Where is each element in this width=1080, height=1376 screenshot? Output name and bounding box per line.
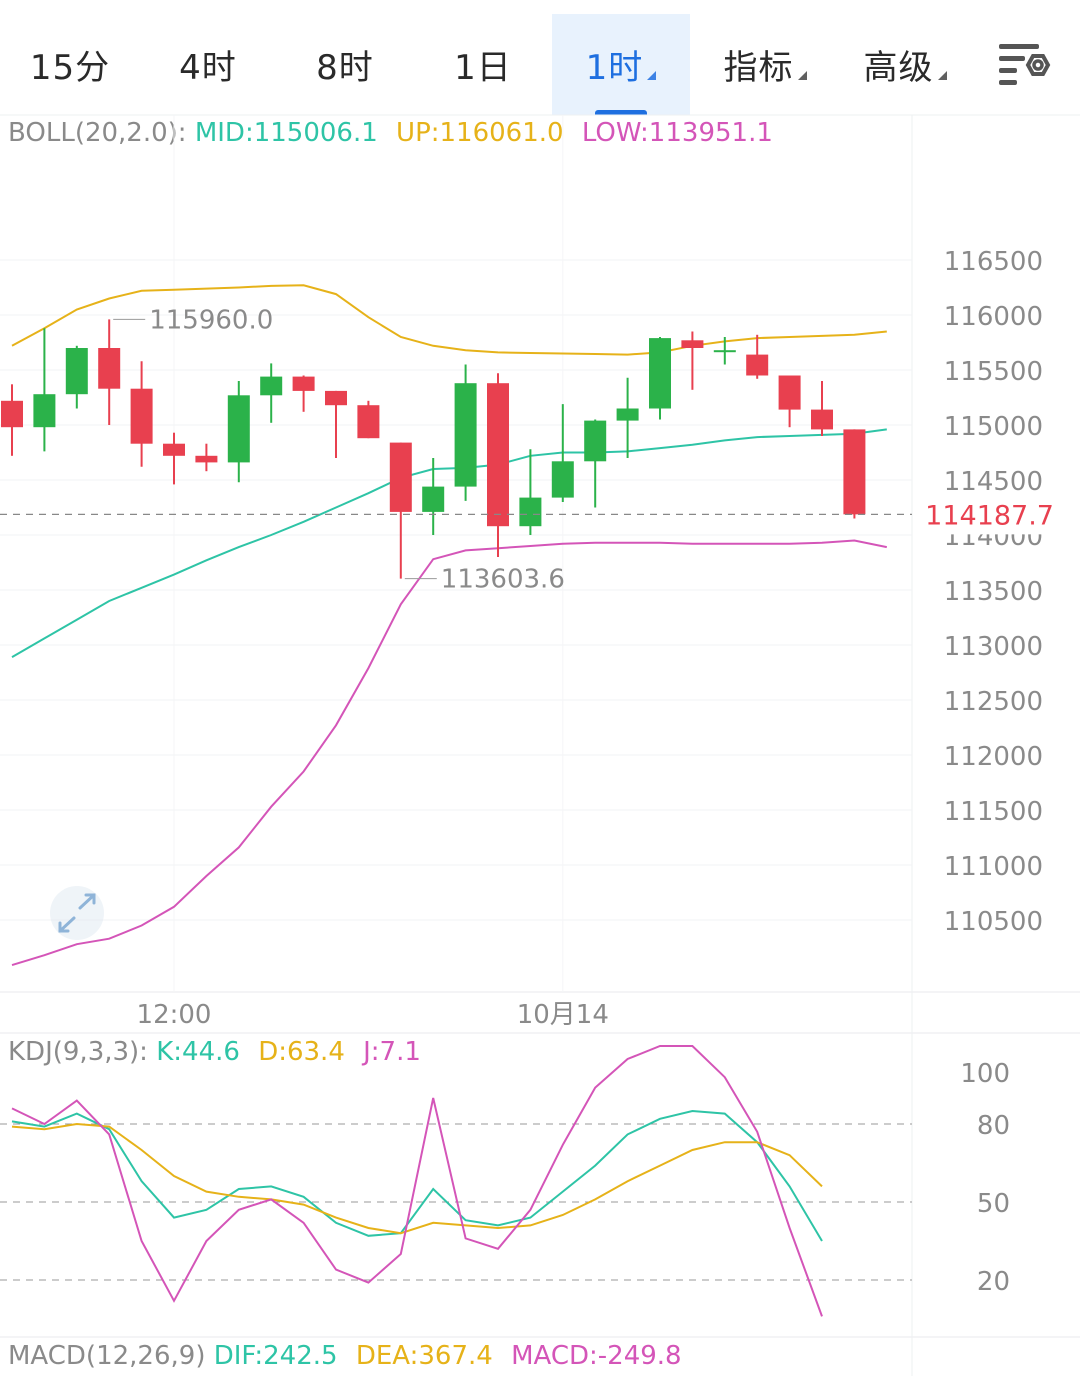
macd-macd-value: MACD:-249.8 bbox=[511, 1341, 682, 1371]
kdj-tick-label: 80 bbox=[977, 1111, 1010, 1141]
candle-up bbox=[519, 497, 542, 527]
tab-8h[interactable]: 8时 bbox=[285, 14, 405, 115]
kdj-k-value: K:44.6 bbox=[156, 1037, 240, 1067]
last-price-label: 114187.7 bbox=[925, 500, 1054, 531]
min-price-label: 113603.6 bbox=[441, 565, 565, 595]
price-tick-label: 115500 bbox=[944, 357, 1043, 387]
kdj-j-value: J:7.1 bbox=[363, 1037, 421, 1067]
kdj-legend: KDJ(9,3,3): K:44.6 D:63.4 J:7.1 bbox=[8, 1037, 431, 1067]
tab-1h-active[interactable]: 1时 bbox=[552, 14, 690, 115]
tab-4h[interactable]: 4时 bbox=[148, 14, 268, 115]
price-tick-label: 114500 bbox=[944, 467, 1043, 497]
candle-down bbox=[292, 376, 315, 391]
time-tick-label: 10月14 bbox=[517, 1000, 609, 1030]
last-price-tag-bg bbox=[918, 494, 1080, 535]
boll-mid-value: MID:115006.1 bbox=[194, 118, 378, 148]
tab-label: 1日 bbox=[454, 48, 512, 88]
active-tab-underline bbox=[595, 110, 647, 115]
kdj-tick-label: 100 bbox=[960, 1059, 1010, 1089]
kdj-d-line bbox=[11, 1122, 823, 1235]
boll-low-value: LOW:113951.1 bbox=[581, 118, 773, 148]
dropdown-triangle-icon bbox=[797, 71, 807, 80]
boll-up-line bbox=[11, 284, 887, 356]
tab-advanced[interactable]: 高级 bbox=[845, 14, 965, 115]
candle-up bbox=[551, 461, 574, 498]
candle-down bbox=[163, 443, 185, 456]
price-tick-label: 115000 bbox=[944, 412, 1043, 442]
kdj-label: KDJ(9,3,3): bbox=[8, 1037, 148, 1067]
time-tick-label: 12:00 bbox=[137, 1000, 212, 1030]
price-tick-label: 113500 bbox=[944, 577, 1043, 607]
boll-low-line bbox=[11, 539, 887, 967]
tab-label: 15分 bbox=[29, 48, 111, 88]
candle-up bbox=[422, 486, 445, 512]
boll-up-value: UP:116061.0 bbox=[396, 118, 564, 148]
tab-label: 1时 bbox=[585, 48, 644, 88]
candle-down bbox=[98, 348, 121, 389]
price-tick-label: 111500 bbox=[944, 797, 1043, 827]
candle-up bbox=[65, 348, 88, 395]
boll-mid-line bbox=[11, 428, 887, 658]
tab-label: 指标 bbox=[723, 48, 794, 88]
boll-legend: BOLL(20,2.0): MID:115006.1 UP:116061.0 L… bbox=[8, 118, 783, 148]
candle-down bbox=[843, 429, 866, 515]
price-tick-label: 112500 bbox=[944, 687, 1043, 717]
price-tick-label: 110500 bbox=[944, 907, 1043, 937]
settings-sliders-icon[interactable] bbox=[995, 38, 1051, 94]
tab-label: 高级 bbox=[863, 48, 934, 88]
candle-down bbox=[681, 340, 704, 348]
price-tick-label: 113000 bbox=[944, 632, 1043, 662]
candle-up bbox=[616, 408, 639, 421]
kdj-tick-label: 20 bbox=[977, 1267, 1010, 1297]
tab-label: 8时 bbox=[316, 48, 374, 88]
dropdown-triangle-icon bbox=[647, 71, 657, 80]
candle-down bbox=[389, 442, 412, 512]
expand-button[interactable] bbox=[50, 886, 104, 940]
candle-down bbox=[325, 390, 347, 406]
candle-down bbox=[778, 375, 801, 410]
candle-down bbox=[487, 383, 509, 527]
candle-up bbox=[584, 420, 607, 462]
candle-up bbox=[33, 394, 56, 428]
candle-down bbox=[130, 388, 153, 444]
tab-indicators[interactable]: 指标 bbox=[705, 14, 825, 115]
candle-down bbox=[195, 455, 218, 463]
candle-down bbox=[1, 400, 23, 428]
price-tick-label: 111000 bbox=[944, 852, 1043, 882]
macd-dea-value: DEA:367.4 bbox=[355, 1341, 493, 1371]
boll-label: BOLL(20,2.0): bbox=[8, 118, 187, 148]
candle-up bbox=[227, 395, 250, 463]
candle-up bbox=[454, 383, 477, 487]
candle-up bbox=[260, 376, 283, 396]
candle-up bbox=[649, 338, 671, 409]
max-price-label: 115960.0 bbox=[149, 305, 273, 335]
kdj-k-line bbox=[11, 1109, 823, 1242]
macd-legend: MACD(12,26,9) DIF:242.5 DEA:367.4 MACD:-… bbox=[8, 1341, 692, 1371]
kdj-tick-label: 50 bbox=[977, 1189, 1010, 1219]
kdj-d-value: D:63.4 bbox=[258, 1037, 345, 1067]
candle-down bbox=[811, 409, 833, 430]
tab-label: 4时 bbox=[179, 48, 237, 88]
tab-15m[interactable]: 15分 bbox=[10, 14, 130, 115]
candle-down bbox=[746, 354, 769, 376]
candle-up bbox=[713, 350, 736, 353]
price-tick-label: 116000 bbox=[944, 302, 1043, 332]
macd-label: MACD(12,26,9) bbox=[8, 1341, 206, 1371]
price-tick-label: 112000 bbox=[944, 742, 1043, 772]
macd-dif-value: DIF:242.5 bbox=[213, 1341, 338, 1371]
expand-arrows-icon bbox=[58, 893, 96, 933]
price-tick-label: 116500 bbox=[944, 247, 1043, 277]
candle-down bbox=[357, 405, 380, 439]
kdj-j-line bbox=[11, 1045, 823, 1317]
tab-1d[interactable]: 1日 bbox=[423, 14, 543, 115]
interval-toolbar: 15分 4时 8时 1日 1时 指标 高级 bbox=[0, 0, 1080, 115]
dropdown-triangle-icon bbox=[937, 71, 947, 80]
